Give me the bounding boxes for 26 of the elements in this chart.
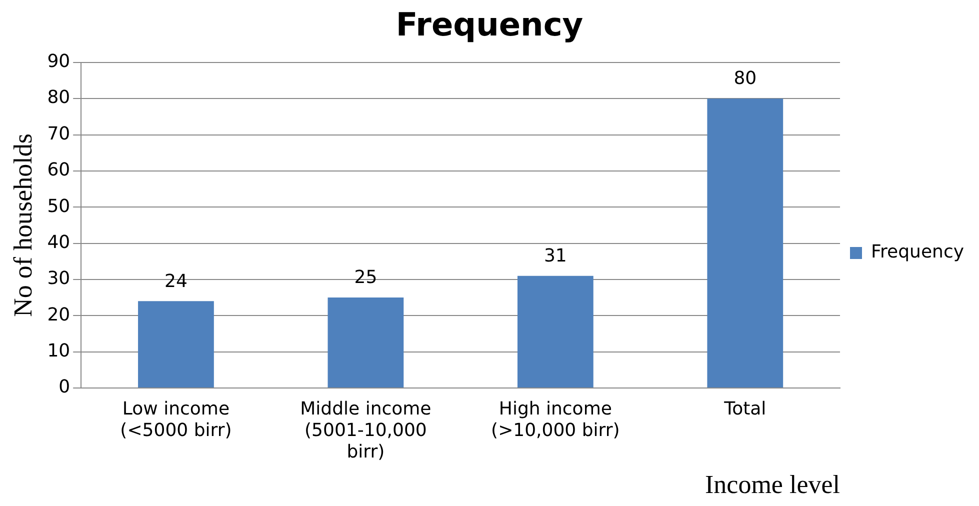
- x-tick-label: Middle income (5001-10,000 birr): [300, 398, 432, 463]
- bar: [138, 301, 214, 388]
- bar: [328, 298, 404, 388]
- y-tick-label: 40: [47, 232, 70, 253]
- y-tick-label: 10: [47, 340, 70, 362]
- y-tick-label: 20: [47, 304, 70, 326]
- y-tick-label: 90: [47, 51, 70, 72]
- legend-label: Frequency: [871, 242, 964, 263]
- data-label: 31: [544, 246, 567, 267]
- bar: [517, 276, 594, 388]
- bar: [707, 98, 784, 388]
- data-label: 25: [354, 267, 378, 288]
- data-label: 80: [734, 68, 757, 90]
- x-axis-title: Income level: [705, 470, 840, 500]
- x-tick-label: High income (>10,000 birr): [491, 398, 620, 442]
- x-tick-label: Total: [723, 398, 766, 420]
- y-axis-title: No of households: [8, 133, 38, 317]
- data-label: 24: [164, 270, 188, 292]
- chart-title: Frequency: [396, 6, 584, 44]
- y-tick-label: 50: [47, 196, 70, 217]
- y-tick-label: 0: [58, 376, 70, 398]
- y-tick-label: 60: [47, 160, 70, 181]
- x-tick-label: Low income (<5000 birr): [120, 398, 232, 442]
- y-tick-label: 30: [47, 268, 70, 290]
- y-tick-label: 80: [47, 87, 70, 108]
- y-tick-label: 70: [47, 123, 70, 144]
